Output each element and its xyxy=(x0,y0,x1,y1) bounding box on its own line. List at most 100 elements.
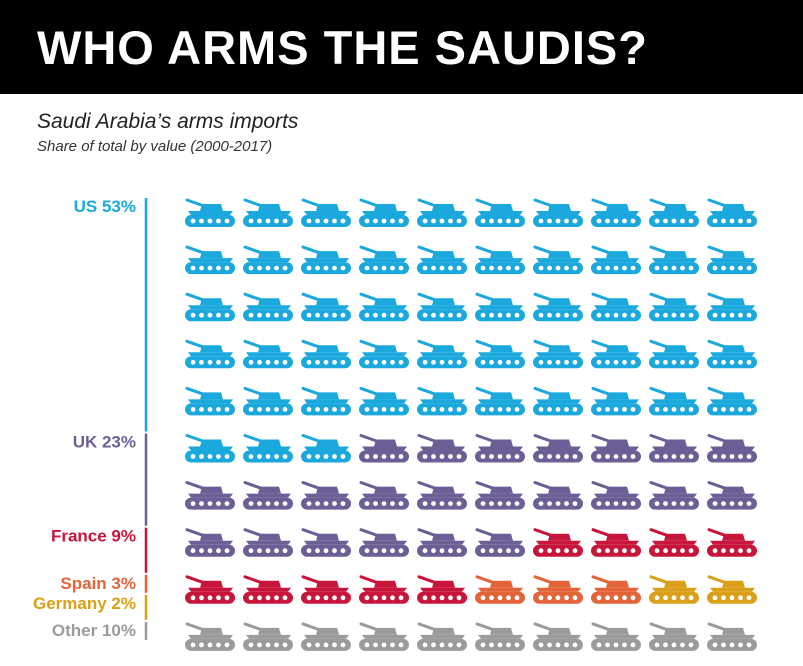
tank-icon xyxy=(533,245,583,275)
tank-icon xyxy=(301,198,351,227)
tank-icon xyxy=(475,622,525,651)
tank-icon xyxy=(243,339,293,369)
tank-icon xyxy=(301,481,351,510)
tank-icon xyxy=(359,575,409,604)
tank-icon xyxy=(475,198,525,227)
tank-icon xyxy=(533,198,583,227)
tank-icon xyxy=(707,434,757,463)
tank-icon xyxy=(417,386,467,416)
tank-icon xyxy=(243,575,293,604)
tank-icon xyxy=(243,292,293,322)
tank-icon xyxy=(475,245,525,275)
tank-icon xyxy=(359,434,409,463)
tank-icon xyxy=(649,622,699,651)
tank-icon xyxy=(707,292,757,322)
tank-icon xyxy=(185,245,235,275)
tank-icon xyxy=(301,528,351,557)
tank-icon xyxy=(359,622,409,651)
tank-icon xyxy=(243,245,293,275)
series-label-france: France 9% xyxy=(51,527,136,546)
tank-icon xyxy=(707,245,757,275)
tank-icon xyxy=(359,339,409,369)
tank-icon xyxy=(185,481,235,510)
tank-icon xyxy=(533,434,583,463)
tank-icon xyxy=(707,575,757,604)
tank-icon xyxy=(707,198,757,227)
tank-icon xyxy=(649,198,699,227)
tank-icon xyxy=(591,622,641,651)
tank-icon xyxy=(417,622,467,651)
tank-icon xyxy=(359,481,409,510)
tank-icon xyxy=(301,245,351,275)
tank-icon xyxy=(359,245,409,275)
title-bar: WHO ARMS THE SAUDIS? xyxy=(0,0,803,94)
series-label-spain: Spain 3% xyxy=(60,574,136,593)
tank-icon xyxy=(591,528,641,557)
tank-icon xyxy=(649,292,699,322)
chart-subtitle: Saudi Arabia’s arms imports xyxy=(37,110,299,133)
tank-icon xyxy=(185,386,235,416)
tank-icon xyxy=(417,245,467,275)
tank-icon xyxy=(533,339,583,369)
tank-icon xyxy=(475,434,525,463)
tank-icon xyxy=(301,339,351,369)
tank-icon xyxy=(243,386,293,416)
tank-icon xyxy=(533,622,583,651)
tank-icon xyxy=(707,339,757,369)
page-title: WHO ARMS THE SAUDIS? xyxy=(37,21,648,74)
tank-icon xyxy=(591,434,641,463)
tank-icon xyxy=(475,386,525,416)
tank-icon xyxy=(185,339,235,369)
tank-icon xyxy=(417,434,467,463)
tank-icon xyxy=(243,528,293,557)
tank-icon xyxy=(591,481,641,510)
tank-icon xyxy=(649,528,699,557)
tank-icon xyxy=(475,481,525,510)
tank-icon xyxy=(707,528,757,557)
tank-icon xyxy=(301,434,351,463)
tank-icon xyxy=(417,292,467,322)
tank-icon xyxy=(185,575,235,604)
tank-icon xyxy=(243,481,293,510)
tank-icon xyxy=(185,198,235,227)
tank-icon xyxy=(591,386,641,416)
series-label-germany: Germany 2% xyxy=(33,594,136,613)
tank-icon xyxy=(591,198,641,227)
tank-icon xyxy=(243,622,293,651)
tank-icon xyxy=(359,528,409,557)
tank-icon xyxy=(533,386,583,416)
tank-icon xyxy=(707,481,757,510)
tank-icon xyxy=(359,198,409,227)
tank-icon xyxy=(475,339,525,369)
tank-icon xyxy=(591,339,641,369)
tank-icon xyxy=(301,386,351,416)
tank-icon xyxy=(185,434,235,463)
tank-icon xyxy=(591,292,641,322)
tank-icon xyxy=(707,622,757,651)
tank-icon xyxy=(649,575,699,604)
tank-icon xyxy=(185,528,235,557)
tank-icon xyxy=(417,481,467,510)
tank-icon xyxy=(301,292,351,322)
tank-icon xyxy=(417,198,467,227)
series-label-other: Other 10% xyxy=(52,621,136,640)
tank-icon xyxy=(301,622,351,651)
tank-icon xyxy=(475,575,525,604)
tank-icon xyxy=(417,339,467,369)
tank-icon xyxy=(359,292,409,322)
tank-icon xyxy=(417,528,467,557)
tank-icon xyxy=(533,292,583,322)
tank-icon xyxy=(533,575,583,604)
tank-icon xyxy=(649,434,699,463)
tank-icon xyxy=(359,386,409,416)
tank-icon xyxy=(185,292,235,322)
tank-icon xyxy=(243,198,293,227)
tank-icon xyxy=(301,575,351,604)
tank-icon xyxy=(417,575,467,604)
tank-icon xyxy=(475,528,525,557)
tank-icon xyxy=(591,245,641,275)
tank-icon xyxy=(475,292,525,322)
tank-icon xyxy=(649,386,699,416)
tank-icon xyxy=(591,575,641,604)
